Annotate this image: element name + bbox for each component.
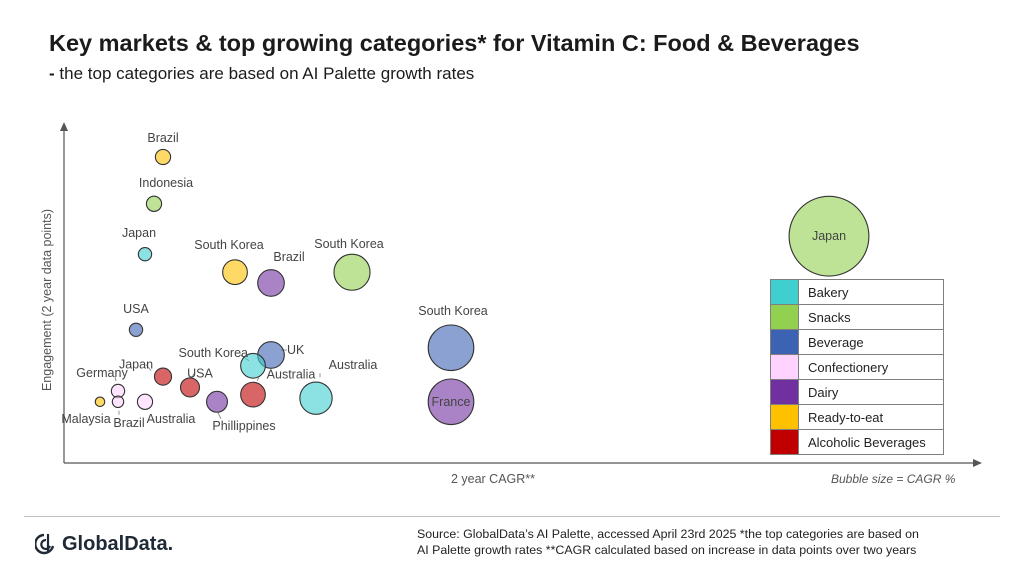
legend-swatch xyxy=(770,429,799,455)
legend-swatch xyxy=(770,304,799,330)
leader-line xyxy=(217,412,222,420)
bubble-brazil-dairy xyxy=(257,269,285,297)
bubble-label: Indonesia xyxy=(139,176,193,190)
bubble-label: Brazil xyxy=(147,131,178,145)
subtitle-dash: - xyxy=(49,64,55,83)
legend-item-beverage: Beverage xyxy=(770,329,944,355)
bubble-chart: Engagement (2 year data points) 2 year C… xyxy=(40,122,982,486)
legend-item-ready-to-eat: Ready-to-eat xyxy=(770,404,944,430)
bubble-south-korea-beverage xyxy=(427,324,475,372)
legend-swatch xyxy=(770,279,799,305)
page-subtitle: - the top categories are based on AI Pal… xyxy=(49,64,474,84)
bubble-label: South Korea xyxy=(418,304,488,318)
leader-line xyxy=(145,364,152,371)
bubble-label: South Korea xyxy=(314,237,384,251)
bubble-label: Germany xyxy=(76,366,128,380)
bubble-label: Japan xyxy=(122,226,156,240)
bubble-label: France xyxy=(432,395,471,409)
bubble-brazil-ready-to-eat xyxy=(154,148,172,166)
legend-label: Bakery xyxy=(798,279,944,305)
footer-divider xyxy=(24,516,1000,517)
legend-label: Beverage xyxy=(798,329,944,355)
bubble-indonesia-snacks xyxy=(145,195,163,212)
axes xyxy=(60,122,982,467)
bubble-label: South Korea xyxy=(179,346,249,360)
page-title: Key markets & top growing categories* fo… xyxy=(49,30,860,56)
leader-line xyxy=(114,376,117,382)
globaldata-logo: GlobalData. xyxy=(35,532,173,556)
bubble-japan-snacks xyxy=(788,195,870,277)
bubble-malaysia-ready-to-eat xyxy=(94,396,106,408)
legend-item-snacks: Snacks xyxy=(770,304,944,330)
legend-body: Bakery Snacks Beverage Confectionery Dairy Re… xyxy=(770,279,944,455)
bubble-label: Brazil xyxy=(273,250,304,264)
leader-line xyxy=(256,377,260,381)
bubble-label: Australia xyxy=(329,358,378,372)
legend-label: Snacks xyxy=(798,304,944,330)
bubble-south-korea-bakery xyxy=(240,352,266,379)
bubble-france-dairy xyxy=(427,378,475,426)
source-line-2: AI Palette growth rates **CAGR calculate… xyxy=(417,543,917,557)
legend-item-confectionery: Confectionery xyxy=(770,354,944,380)
bubble-australia-alcoholic-beverages xyxy=(240,381,266,408)
legend: Bakery Snacks Beverage Confectionery Dairy Re… xyxy=(770,279,944,455)
bubble-label: Malaysia xyxy=(61,412,110,426)
x-axis-arrowhead xyxy=(973,459,982,467)
logo-text: GlobalData. xyxy=(62,532,174,555)
bubble-australia-bakery xyxy=(299,381,333,415)
legend-swatch xyxy=(770,379,799,405)
legend-label: Dairy xyxy=(798,379,944,405)
bubble-label: South Korea xyxy=(194,238,264,252)
bubble-label: Phillippines xyxy=(212,419,275,433)
bubble-label: Brazil xyxy=(113,416,144,430)
bubble-south-korea-ready-to-eat xyxy=(222,259,248,286)
legend-item-alcoholic-beverages: Alcoholic Beverages xyxy=(770,429,944,455)
legend-swatch xyxy=(770,404,799,430)
legend-label: Confectionery xyxy=(798,354,944,380)
y-axis-arrowhead xyxy=(60,122,68,131)
subtitle-text: the top categories are based on AI Palet… xyxy=(59,64,475,83)
bubble-label: USA xyxy=(123,302,149,316)
bubble-label: Australia xyxy=(267,368,316,382)
legend-swatch xyxy=(770,354,799,380)
legend-label: Alcoholic Beverages xyxy=(798,429,944,455)
bubble-label: UK xyxy=(287,343,305,357)
bubble-label: USA xyxy=(187,366,213,380)
leader-line xyxy=(191,373,195,378)
bubbles xyxy=(94,148,870,426)
bubble-phillippines-dairy xyxy=(206,390,229,413)
bubble-australia-confectionery xyxy=(136,393,154,410)
legend-swatch xyxy=(770,329,799,355)
bubble-labels: Brazil Indonesia Japan South Korea Brazil Sou… xyxy=(61,131,846,433)
y-axis-title: Engagement (2 year data points) xyxy=(40,209,54,391)
globaldata-logo-icon xyxy=(35,533,55,555)
bubble-brazil-confectionery xyxy=(111,395,125,409)
bubble-label: Australia xyxy=(147,412,196,426)
legend-label: Ready-to-eat xyxy=(798,404,944,430)
legend-item-bakery: Bakery xyxy=(770,279,944,305)
bubble-japan-alcoholic-beverages xyxy=(153,367,173,386)
bubble-size-note: Bubble size = CAGR % xyxy=(831,472,956,486)
bubble-south-korea-snacks xyxy=(333,253,371,291)
bubble-label: Japan xyxy=(812,229,846,243)
bubble-label: Japan xyxy=(119,358,153,372)
legend-item-dairy: Dairy xyxy=(770,379,944,405)
x-axis-title: 2 year CAGR** xyxy=(451,472,535,486)
bubble-usa-beverage xyxy=(128,322,144,337)
bubble-usa-alcoholic-beverages xyxy=(179,377,201,398)
bubble-japan-bakery xyxy=(137,247,153,262)
source-note: Source: GlobalData’s AI Palette, accesse… xyxy=(417,526,1007,558)
source-line-1: Source: GlobalData’s AI Palette, accesse… xyxy=(417,527,919,541)
